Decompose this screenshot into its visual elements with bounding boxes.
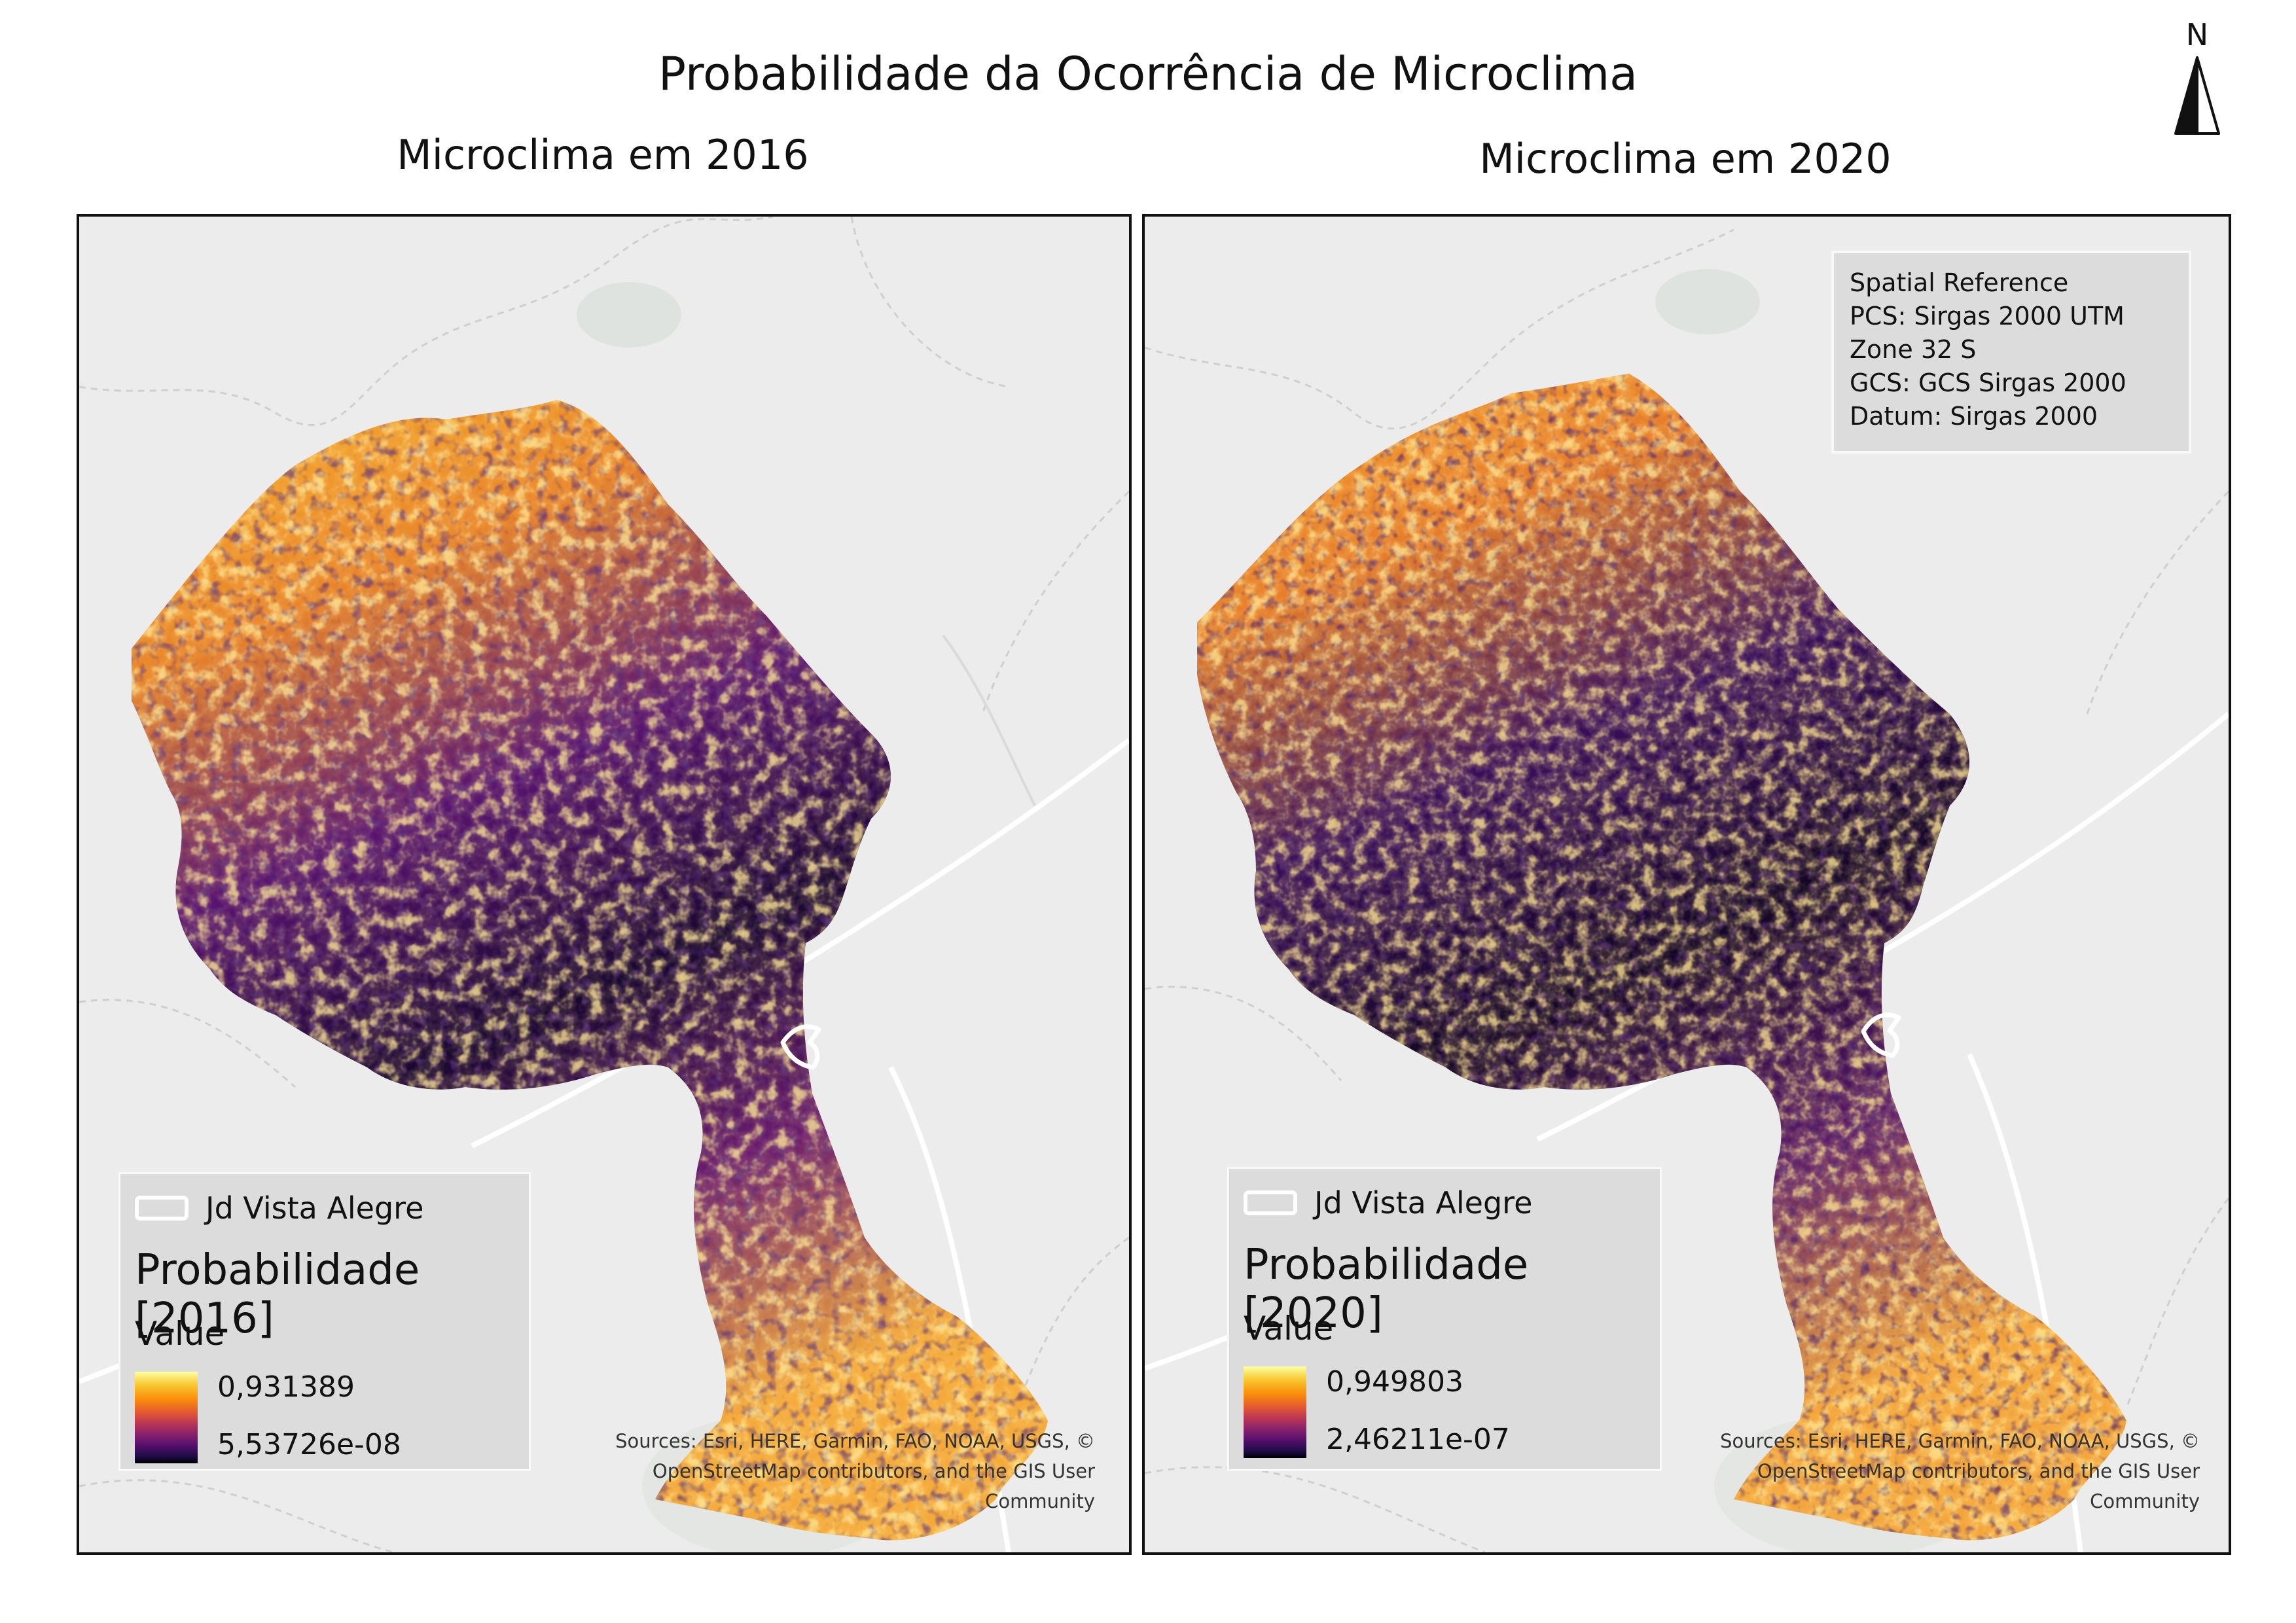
legend-raster-title: Probabilidade [2020] [1244, 1241, 1529, 1338]
legend-2020: Jd Vista Alegre Probabilidade [2020] Val… [1227, 1167, 1662, 1471]
basemap-credits: Sources: Esri, HERE, Garmin, FAO, NOAA, … [615, 1430, 1095, 1512]
legend-field-label: Value [135, 1315, 225, 1353]
spatial-reference-box: Spatial Reference PCS: Sirgas 2000 UTM Z… [1831, 251, 2191, 454]
legend-field-label: Value [1244, 1310, 1334, 1347]
spatial-reference-datum: Datum: Sirgas 2000 [1850, 402, 2098, 431]
legend-2016: Jd Vista Alegre Probabilidade [2016] Val… [118, 1172, 531, 1471]
color-ramp [1244, 1366, 1306, 1458]
legend-max-value: 0,931389 [217, 1370, 355, 1404]
jd-vista-alegre-outline [780, 1024, 821, 1070]
basemap-2020 [1145, 217, 2229, 1552]
map-frame-2016[interactable]: Jd Vista Alegre Probabilidade [2016] Val… [77, 214, 1132, 1555]
north-arrow: N [2168, 17, 2227, 141]
jd-vista-alegre-swatch [135, 1196, 188, 1221]
north-arrow-icon [2174, 56, 2220, 135]
basemap-credits: Sources: Esri, HERE, Garmin, FAO, NOAA, … [1720, 1430, 2200, 1512]
map-frame-2020[interactable]: Spatial Reference PCS: Sirgas 2000 UTM Z… [1142, 214, 2231, 1555]
map-title: Probabilidade da Ocorrência de Microclim… [658, 47, 1638, 101]
legend-max-value: 0,949803 [1326, 1365, 1463, 1399]
spatial-reference-gcs: GCS: GCS Sirgas 2000 [1850, 368, 2126, 397]
legend-min-value: 5,53726e-08 [217, 1428, 401, 1461]
spatial-reference-heading: Spatial Reference [1850, 268, 2069, 297]
legend-layer-label: Jd Vista Alegre [206, 1190, 424, 1226]
jd-vista-alegre-swatch [1244, 1190, 1297, 1215]
legend-layer-label: Jd Vista Alegre [1314, 1185, 1533, 1221]
legend-min-value: 2,46211e-07 [1326, 1423, 1510, 1456]
map-subtitle-2016: Microclima em 2016 [397, 131, 809, 179]
spatial-reference-zone: Zone 32 S [1850, 335, 1977, 364]
color-ramp [135, 1372, 198, 1463]
north-arrow-label: N [2185, 17, 2209, 52]
jd-vista-alegre-outline [1861, 1012, 1901, 1058]
spatial-reference-pcs: PCS: Sirgas 2000 UTM [1850, 302, 2125, 330]
map-subtitle-2020: Microclima em 2020 [1479, 135, 1892, 183]
legend-raster-title: Probabilidade [2016] [135, 1246, 420, 1343]
